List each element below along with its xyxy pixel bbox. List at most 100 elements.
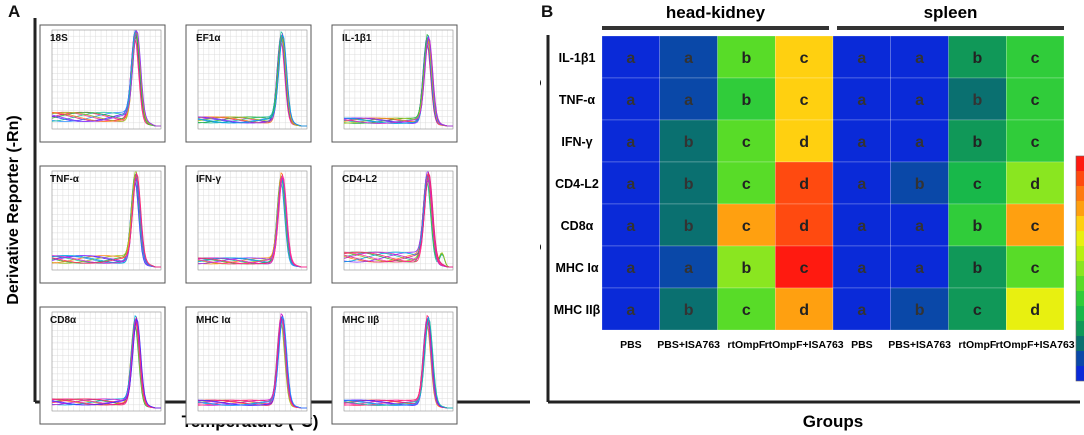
heatmap-cell <box>948 35 1007 79</box>
heatmap-cell <box>601 77 660 121</box>
colorbar-segment <box>1076 186 1084 201</box>
cell-significance-letter: b <box>741 260 751 277</box>
colorbar-frame <box>1075 155 1084 382</box>
colorbar-segment <box>1076 231 1084 246</box>
cell-significance-letter: c <box>973 302 982 319</box>
cell-significance-letter: d <box>1030 176 1040 193</box>
heatmap-cell <box>601 119 660 163</box>
melt-curve-panel: TNF-α <box>39 165 166 284</box>
cell-significance-letter: a <box>626 134 635 151</box>
colorbar-segment <box>1076 291 1084 306</box>
cell-significance-letter: a <box>915 50 924 67</box>
heatmap-cell <box>717 161 776 205</box>
heatmap-cell <box>890 161 949 205</box>
column-label: rtOmpF <box>958 339 997 351</box>
heatmap-cell <box>890 77 949 121</box>
heatmap-cell <box>717 287 776 331</box>
row-label: TNF-α <box>559 93 595 107</box>
melt-curve-panel: IFN-γ <box>185 165 312 284</box>
melt-curve-line <box>343 317 453 409</box>
heatmap-cell <box>832 119 891 163</box>
colorbar-segment <box>1076 156 1084 171</box>
heatmap-cell <box>659 287 718 331</box>
cell-significance-letter: a <box>626 92 635 109</box>
tissue-header-label: head-kidney <box>666 3 766 22</box>
heatmap-cell <box>775 245 834 289</box>
column-label: PBS <box>851 339 873 351</box>
heatmap-cell <box>775 287 834 331</box>
colorbar-segment <box>1076 336 1084 351</box>
heatmap-cell <box>832 203 891 247</box>
heatmap-cell <box>948 77 1007 121</box>
heatmap-cell <box>1006 119 1065 163</box>
heatmap-cell <box>890 245 949 289</box>
cell-significance-letter: c <box>1031 50 1040 67</box>
row-label: IFN-γ <box>561 135 592 149</box>
heatmap-cell <box>890 35 949 79</box>
heatmap-cell <box>717 245 776 289</box>
colorbar-segment <box>1076 351 1084 366</box>
heatmap-cell <box>890 287 949 331</box>
colorbar-segment <box>1076 171 1084 186</box>
melt-panel-frame <box>331 165 458 284</box>
cell-significance-letter: b <box>915 176 925 193</box>
melt-curve-line <box>51 317 161 409</box>
melt-curve-line <box>51 35 161 127</box>
cell-significance-letter: a <box>857 92 866 109</box>
heatmap-cell <box>659 119 718 163</box>
cell-significance-letter: d <box>799 218 809 235</box>
heatmap-cell <box>775 35 834 79</box>
heatmap-cell <box>832 245 891 289</box>
melt-panel-label: IL-1β1 <box>342 33 372 44</box>
heatmap-cell <box>1006 35 1065 79</box>
cell-significance-letter: a <box>915 134 924 151</box>
cell-significance-letter: c <box>1031 218 1040 235</box>
heatmap-cell <box>948 161 1007 205</box>
cell-significance-letter: a <box>915 92 924 109</box>
panel-a-letter: A <box>8 2 21 21</box>
melt-plot-area <box>197 311 308 412</box>
melt-curve-line <box>343 171 453 268</box>
cell-significance-letter: a <box>684 50 693 67</box>
heatmap-cell <box>601 245 660 289</box>
heatmap-cell <box>890 203 949 247</box>
heatmap-cell <box>775 77 834 121</box>
melt-panel-grid <box>197 29 308 130</box>
melt-curve-figure: Derivative Reporter (-Rn)Temperature (°C… <box>5 18 530 431</box>
cell-significance-letter: b <box>684 218 694 235</box>
heatmap-cell <box>601 287 660 331</box>
cell-significance-letter: a <box>684 260 693 277</box>
column-label: PBS+ISA763 <box>657 339 720 351</box>
heatmap-cell <box>1006 245 1065 289</box>
cell-significance-letter: a <box>915 218 924 235</box>
melt-panel-label: IFN-γ <box>196 174 221 185</box>
melt-plot-area <box>51 29 162 130</box>
cell-significance-letter: c <box>800 92 809 109</box>
cell-significance-letter: a <box>857 176 866 193</box>
melt-curve-line <box>51 177 161 268</box>
cell-significance-letter: b <box>684 176 694 193</box>
heatmap-cell <box>832 35 891 79</box>
melt-curve-line <box>51 172 161 268</box>
heatmap-cell <box>659 77 718 121</box>
y-axis-label: Derivative Reporter (-Rn) <box>5 115 22 304</box>
melt-curve-panel: IL-1β1 <box>331 24 458 143</box>
melt-plot-area <box>51 311 162 412</box>
melt-panel-grid <box>51 29 162 130</box>
heatmap-cell <box>1006 203 1065 247</box>
cell-significance-letter: a <box>857 218 866 235</box>
melt-panel-label: EF1α <box>196 33 221 44</box>
cell-significance-letter: b <box>915 302 925 319</box>
heatmap-cell <box>775 161 834 205</box>
colorbar-segment <box>1076 276 1084 291</box>
melt-plot-area <box>197 29 308 130</box>
colorbar: 5.174.874.574.273.983.683.383.082.792.49… <box>1075 155 1084 382</box>
melt-plot-area <box>343 311 454 412</box>
cell-significance-letter: c <box>1031 92 1040 109</box>
column-label: PBS <box>620 339 642 351</box>
row-label: MHC IIβ <box>554 303 601 317</box>
cell-significance-letter: a <box>857 302 866 319</box>
heatmap-cell <box>717 203 776 247</box>
melt-panel-label: MHC IIβ <box>342 315 379 326</box>
melt-curve-panel: CD4-L2 <box>331 165 458 284</box>
